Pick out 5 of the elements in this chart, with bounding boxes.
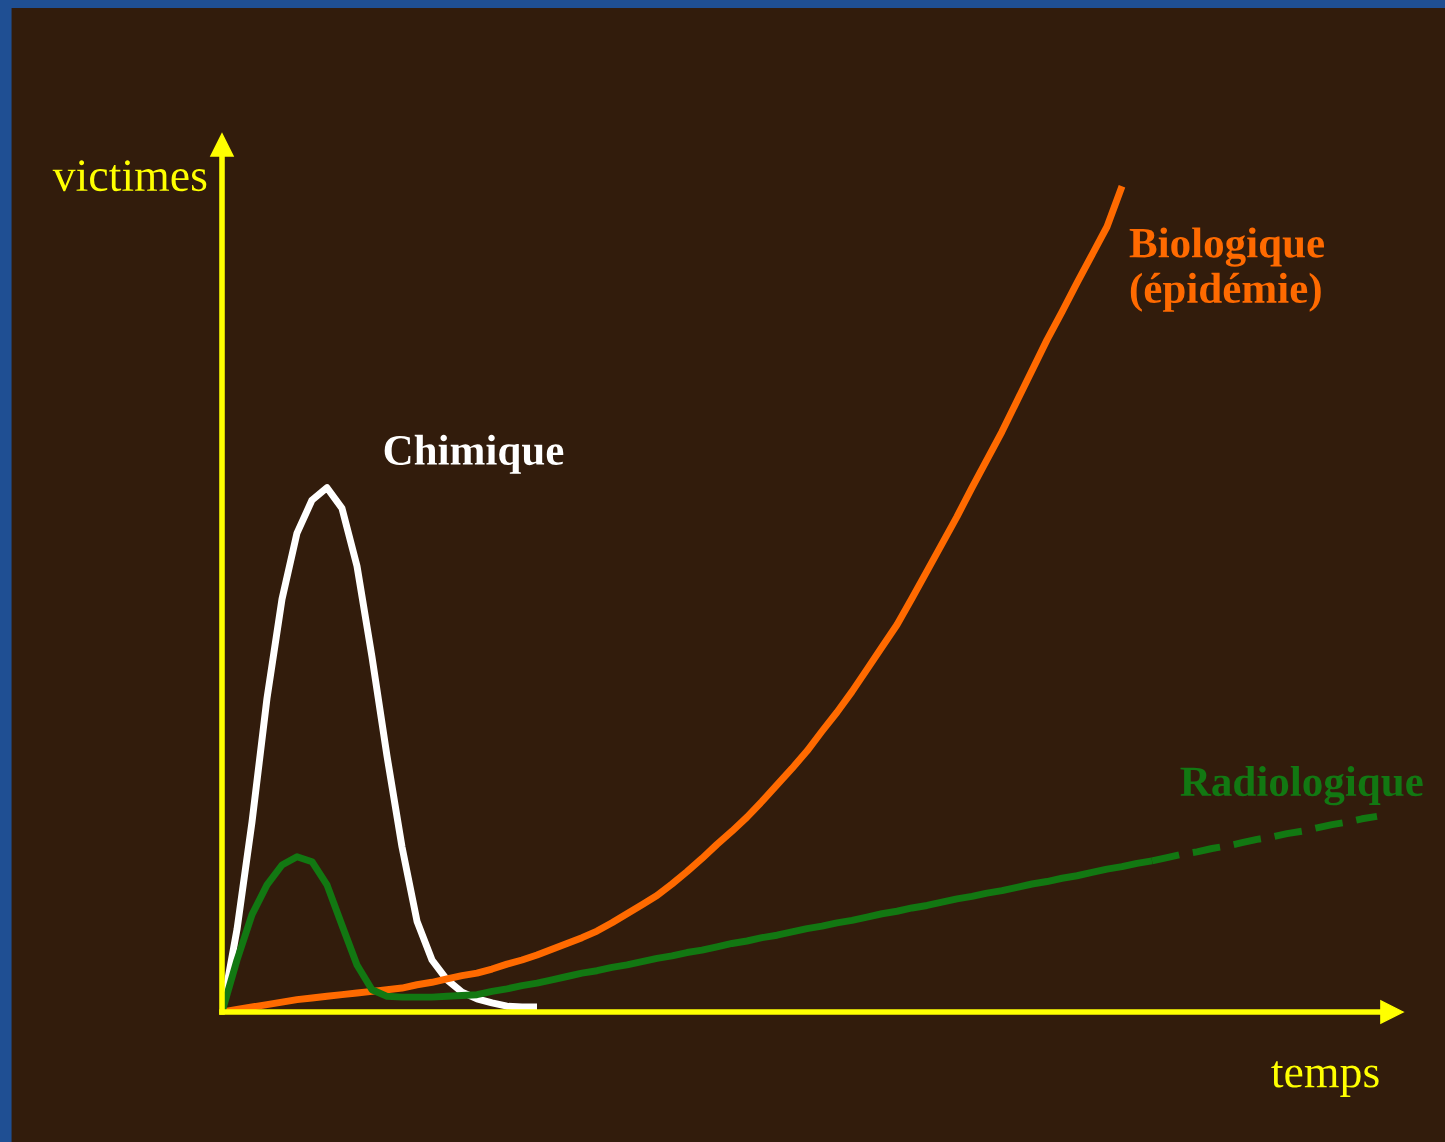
series-label: Chimique <box>384 434 564 474</box>
series-label: Biologique (épidémie) <box>1129 227 1325 312</box>
series-label: Radiologique <box>1180 765 1423 806</box>
y-axis-title: victimes <box>52 160 207 192</box>
x-axis-title: temps <box>1271 1061 1379 1097</box>
